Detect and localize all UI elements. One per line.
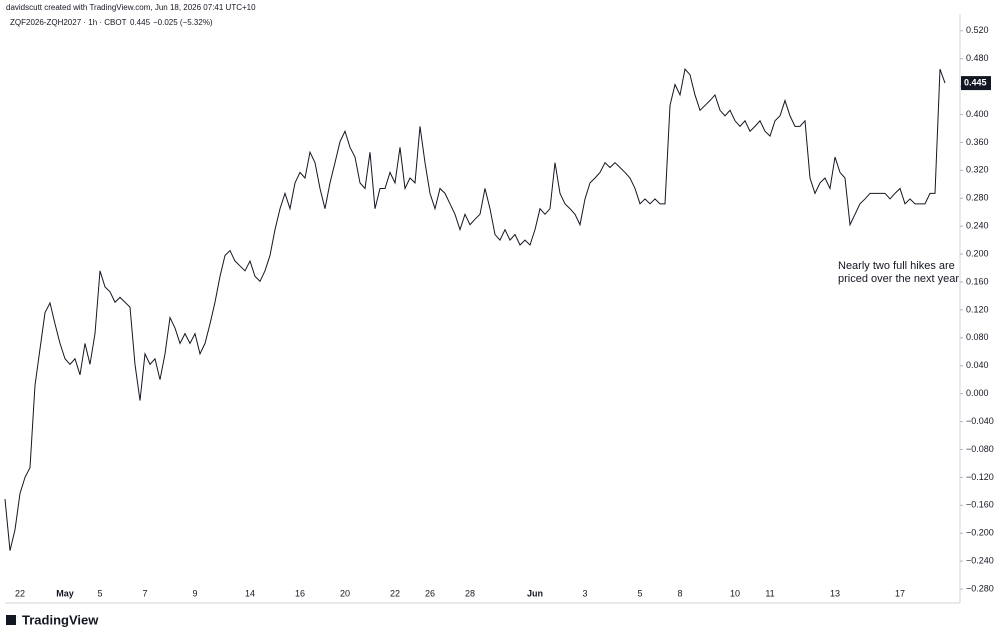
logo-mark [6, 615, 16, 625]
y-tick-label: 0.080 [966, 332, 989, 342]
y-tick-label: −0.200 [966, 528, 994, 538]
y-tick-label: −0.080 [966, 444, 994, 454]
logo: TradingView [6, 612, 99, 627]
annotation: Nearly two full hikes are [838, 260, 955, 272]
x-tick-label: 14 [245, 588, 255, 598]
x-tick-label: 22 [390, 588, 400, 598]
change: −0.025 (−5.32%) [153, 18, 213, 27]
annotation: priced over the next year [838, 273, 959, 285]
x-tick-label: 22 [15, 588, 25, 598]
last-price-label: 0.445 [964, 77, 987, 87]
y-tick-label: −0.240 [966, 556, 994, 566]
y-tick-label: 0.400 [966, 109, 989, 119]
y-tick-label: −0.280 [966, 583, 994, 593]
x-tick-label: 7 [142, 588, 147, 598]
y-tick-label: 0.200 [966, 248, 989, 258]
x-tick-label: 5 [637, 588, 642, 598]
x-tick-label: 16 [295, 588, 305, 598]
x-tick-label: 9 [192, 588, 197, 598]
y-tick-label: 0.320 [966, 165, 989, 175]
y-tick-label: −0.040 [966, 416, 994, 426]
line [4, 68, 946, 551]
x-tick-label: 13 [830, 588, 840, 598]
x-tick-label: 10 [730, 588, 740, 598]
y-tick-label: 0.000 [966, 388, 989, 398]
x-tick-label: 8 [677, 588, 682, 598]
y-tick-label: −0.120 [966, 472, 994, 482]
x-tick-label: Jun [527, 588, 543, 598]
x-tick-label: 3 [582, 588, 587, 598]
y-tick-label: 0.520 [966, 25, 989, 35]
last-value: 0.445 [130, 18, 151, 27]
x-tick-label: 11 [765, 588, 774, 598]
x-tick-label: 28 [465, 588, 475, 598]
y-tick-label: 0.360 [966, 137, 989, 147]
y-tick-label: 0.280 [966, 193, 989, 203]
x-tick-label: 26 [425, 588, 435, 598]
y-tick-label: −0.160 [966, 500, 994, 510]
last-price-marker [961, 76, 991, 91]
y-tick-label: 0.040 [966, 360, 989, 370]
y-tick-label: 0.240 [966, 221, 989, 231]
x-tick-label: 20 [340, 588, 350, 598]
logo-text: TradingView [22, 612, 99, 627]
symbol: ZQF2026-ZQH2027 · 1h · CBOT [10, 18, 127, 27]
y-tick-label: 0.480 [966, 53, 989, 63]
y-tick-label: 0.160 [966, 276, 989, 286]
x-tick-label: 17 [895, 588, 905, 598]
y-tick-label: 0.120 [966, 304, 989, 314]
x-tick-label: 5 [97, 588, 102, 598]
x-tick-label: May [56, 588, 74, 598]
credit: davidscutt created with TradingView.com,… [6, 3, 256, 12]
